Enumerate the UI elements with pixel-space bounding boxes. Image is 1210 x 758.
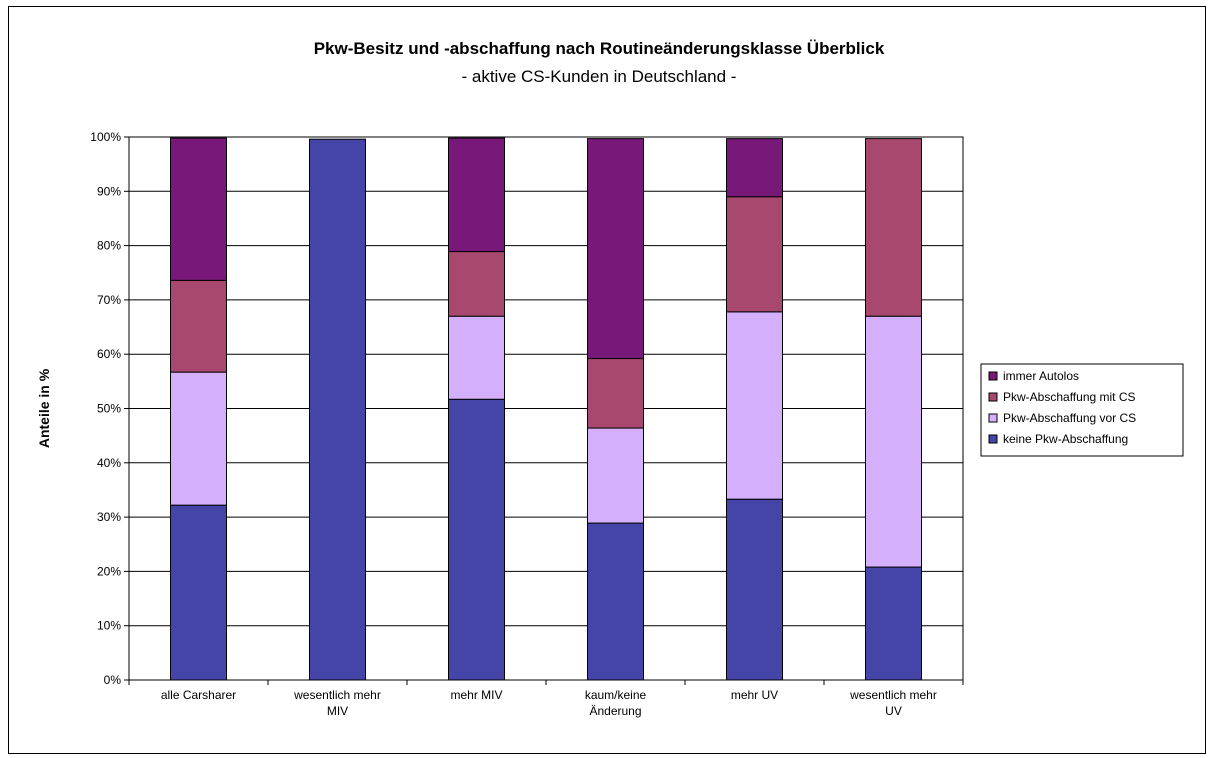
- x-tick-label: mehr MIV: [450, 688, 502, 702]
- bar-segment: [448, 315, 505, 400]
- bar-segment: [170, 371, 227, 506]
- x-tick-label: MIV: [327, 704, 348, 718]
- bar-segment: [170, 504, 227, 681]
- legend-swatch: [988, 434, 998, 444]
- bar-segment: [587, 522, 644, 681]
- legend-swatch: [988, 392, 998, 402]
- bar-segment: [170, 279, 227, 373]
- legend: immer Autolos Pkw-Abschaffung mit CS Pkw-A…: [980, 363, 1184, 457]
- y-axis-label: Anteile in %: [36, 368, 52, 448]
- legend-swatch: [988, 413, 998, 423]
- bar-segment: [865, 315, 922, 568]
- chart-title: Pkw-Besitz und -abschaffung nach Routine…: [314, 39, 885, 58]
- y-tick-label: 90%: [97, 184, 121, 198]
- plot-area: [128, 136, 964, 681]
- y-tick-label: 80%: [97, 239, 121, 253]
- y-tick-label: 60%: [97, 347, 121, 361]
- y-tick-label: 30%: [97, 510, 121, 524]
- stacked-bar-chart: Pkw-Besitz und -abschaffung nach Routine…: [36, 39, 1184, 718]
- chart-subtitle: - aktive CS-Kunden in Deutschland -: [462, 67, 737, 86]
- legend-box: [980, 363, 1184, 457]
- chart-frame: Pkw-Besitz und -abschaffung nach Routine…: [8, 6, 1206, 754]
- x-tick-label: kaum/keine: [585, 688, 647, 702]
- x-tick-label: wesentlich mehr: [849, 688, 937, 702]
- bar-segment: [726, 196, 783, 313]
- legend-label: Pkw-Abschaffung mit CS: [1003, 390, 1136, 404]
- x-tick-label: Änderung: [589, 704, 641, 718]
- y-tick-label: 0%: [104, 673, 122, 687]
- bar-segment: [587, 427, 644, 524]
- x-tick-label: mehr UV: [731, 688, 778, 702]
- y-tick-label: 100%: [90, 130, 121, 144]
- legend-swatch: [988, 371, 998, 381]
- y-tick-label: 20%: [97, 564, 121, 578]
- axes: 0% 10% 20% 30% 40% 50% 60% 70% 80% 90% 100% alle Ca…: [36, 130, 964, 718]
- y-tick-label: 10%: [97, 619, 121, 633]
- bar-segment: [309, 138, 366, 681]
- bar-segment: [448, 251, 505, 317]
- bar-segment: [448, 137, 505, 253]
- bar-segment: [726, 498, 783, 681]
- bar-segment: [865, 138, 922, 317]
- legend-label: keine Pkw-Abschaffung: [1003, 432, 1128, 446]
- y-tick-label: 40%: [97, 456, 121, 470]
- bar-segment: [726, 138, 783, 198]
- bar-segment: [726, 311, 783, 500]
- legend-label: Pkw-Abschaffung vor CS: [1003, 411, 1136, 425]
- legend-label: immer Autolos: [1003, 369, 1079, 383]
- bar-segment: [865, 566, 922, 681]
- x-tick-label: alle Carsharer: [161, 688, 236, 702]
- x-tick-label: wesentlich mehr: [293, 688, 381, 702]
- y-tick-label: 70%: [97, 293, 121, 307]
- bar-segment: [448, 398, 505, 681]
- y-tick-label: 50%: [97, 402, 121, 416]
- bar-segment: [170, 137, 227, 281]
- x-tick-label: UV: [885, 704, 902, 718]
- bar-segment: [587, 138, 644, 360]
- bar-segment: [587, 358, 644, 429]
